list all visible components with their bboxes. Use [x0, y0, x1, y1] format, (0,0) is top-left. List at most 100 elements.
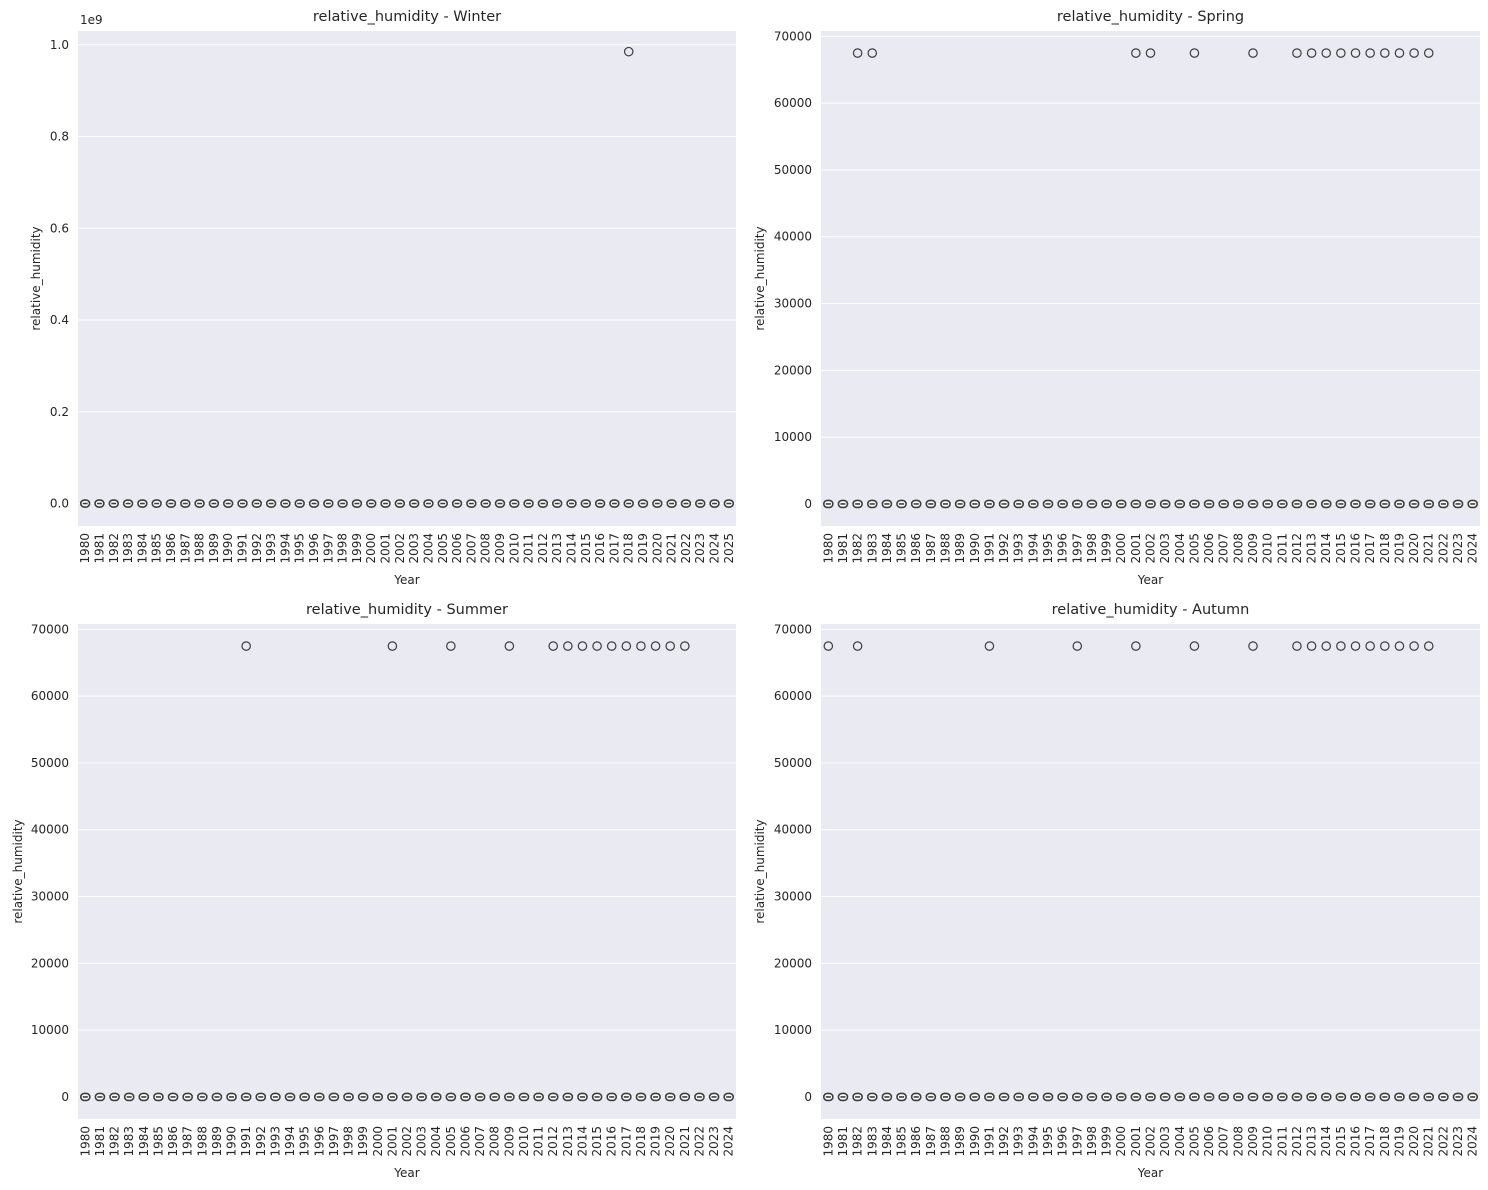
x-tick-label: 1988: [938, 533, 952, 564]
x-tick-label: 1992: [250, 533, 264, 564]
x-tick-label: 2000: [1114, 1126, 1128, 1157]
x-tick-label: 1983: [865, 1126, 879, 1157]
outlier-2018: [1380, 641, 1390, 651]
y-tick-label: 40000: [774, 230, 812, 244]
outlier-2017: [1365, 641, 1375, 651]
x-tick-label: 2004: [1173, 1126, 1187, 1157]
x-tick-label: 1988: [938, 1126, 952, 1157]
outlier-1982: [852, 48, 863, 58]
x-tick-label: 1995: [1041, 1126, 1055, 1157]
x-tick-label: 2008: [488, 1126, 502, 1157]
x-tick-label: 1988: [193, 533, 207, 564]
x-tick-label: 1990: [221, 533, 235, 564]
x-tick-label: 2005: [436, 533, 450, 564]
x-tick-label: 1990: [968, 1126, 982, 1157]
x-tick-label: 2022: [1436, 533, 1450, 564]
y-tick-label: 70000: [31, 622, 69, 636]
outlier-2015: [1336, 48, 1346, 58]
outlier-1991: [241, 641, 251, 651]
x-tick-label: 2005: [1187, 1126, 1201, 1157]
chart-title: relative_humidity - Winter: [313, 9, 501, 25]
x-tick-label: 2005: [1187, 533, 1201, 564]
x-tick-label: 2007: [473, 1126, 487, 1157]
x-tick-label: 2017: [1363, 533, 1377, 564]
x-tick-label: 1998: [1085, 1126, 1099, 1157]
x-tick-label: 1997: [1070, 1126, 1084, 1157]
outlier-2016: [606, 641, 617, 651]
x-tick-label: 1993: [1012, 1126, 1026, 1157]
x-tick-label: 1980: [821, 1126, 835, 1157]
y-tick-label: 30000: [774, 890, 812, 904]
y-tick-label: 60000: [774, 689, 812, 703]
x-tick-label: 2012: [1290, 533, 1304, 564]
outlier-2016: [1350, 641, 1361, 651]
x-tick-label: 2019: [649, 1126, 663, 1157]
x-tick-label: 2001: [1129, 533, 1143, 564]
x-tick-label: 1982: [851, 1126, 865, 1157]
x-tick-label: 2015: [590, 1126, 604, 1157]
x-tick-label: 2016: [1349, 1126, 1363, 1157]
outlier-2021: [680, 641, 690, 651]
x-tick-label: 2006: [458, 1126, 472, 1157]
x-tick-label: 2013: [550, 533, 564, 564]
x-tick-label: 1994: [283, 1126, 297, 1157]
x-tick-label: 2006: [1202, 533, 1216, 564]
x-tick-label: 2021: [665, 533, 679, 564]
outlier-2012: [1292, 641, 1302, 651]
x-tick-label: 2020: [663, 1126, 677, 1157]
y-tick-label: 60000: [774, 96, 812, 110]
x-tick-label: 2011: [532, 1126, 546, 1157]
x-tick-label: 2014: [565, 533, 579, 564]
x-tick-label: 1995: [298, 1126, 312, 1157]
x-tick-label: 2009: [1246, 1126, 1260, 1157]
x-tick-label: 2024: [1466, 533, 1480, 564]
outlier-1982: [852, 641, 863, 651]
x-tick-label: 1999: [1100, 1126, 1114, 1157]
y-tick-label: 0.6: [50, 221, 69, 235]
x-tick-label: 2019: [636, 533, 650, 564]
x-tick-label: 2014: [1319, 533, 1333, 564]
x-tick-label: 2020: [1407, 1126, 1421, 1157]
x-tick-label: 1980: [78, 533, 92, 564]
outlier-2020: [1409, 48, 1419, 58]
x-tick-label: 2002: [400, 1126, 414, 1157]
outlier-2009: [1248, 641, 1258, 651]
x-tick-label: 1991: [239, 1126, 253, 1157]
x-tick-label: 1993: [1012, 533, 1026, 564]
x-tick-label: 1994: [1026, 1126, 1040, 1157]
x-tick-label: 1986: [909, 1126, 923, 1157]
x-tick-label: 2017: [607, 533, 621, 564]
outlier-2009: [1248, 48, 1258, 58]
y-tick-label: 30000: [774, 297, 812, 311]
outlier-1980: [823, 641, 834, 651]
x-tick-label: 2010: [507, 533, 521, 564]
x-tick-label: 1990: [225, 1126, 239, 1157]
y-tick-label: 40000: [774, 823, 812, 837]
x-tick-label: 2007: [464, 533, 478, 564]
x-tick-label: 1991: [982, 533, 996, 564]
outlier-2014: [1321, 641, 1332, 651]
x-tick-label: 1997: [321, 533, 335, 564]
x-tick-label: 1985: [895, 1126, 909, 1157]
x-tick-label: 2000: [1114, 533, 1128, 564]
x-tick-label: 2013: [561, 1126, 575, 1157]
x-tick-label: 1996: [1056, 533, 1070, 564]
outlier-2020: [1409, 641, 1419, 651]
y-tick-label: 0: [804, 497, 812, 511]
outlier-2018: [636, 641, 646, 651]
x-tick-label: 1981: [836, 1126, 850, 1157]
x-tick-label: 1989: [953, 533, 967, 564]
y-tick-label: 20000: [31, 956, 69, 970]
x-tick-label: 2023: [693, 533, 707, 564]
x-tick-label: 1999: [350, 533, 364, 564]
x-tick-label: 1984: [880, 1126, 894, 1157]
x-tick-label: 1982: [107, 533, 121, 564]
y-tick-label: 10000: [774, 430, 812, 444]
x-tick-label: 2021: [1422, 1126, 1436, 1157]
x-tick-label: 2023: [707, 1126, 721, 1157]
x-tick-label: 2003: [1158, 533, 1172, 564]
x-tick-label: 2019: [1392, 1126, 1406, 1157]
x-tick-label: 2001: [1129, 1126, 1143, 1157]
x-tick-label: 1987: [924, 1126, 938, 1157]
outlier-2005: [446, 641, 456, 651]
